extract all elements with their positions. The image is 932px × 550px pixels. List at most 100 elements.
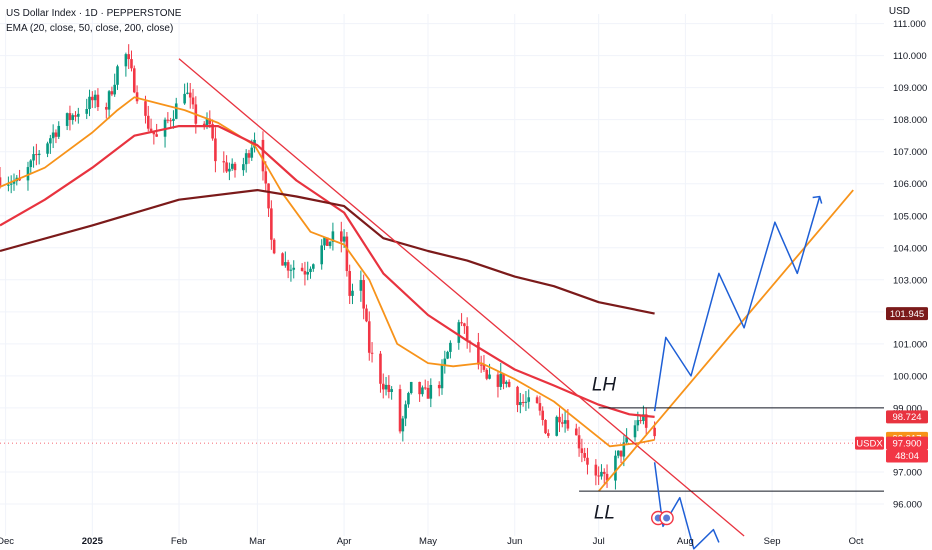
candle-body (12, 181, 16, 184)
candle-body (379, 353, 382, 384)
price-tag-label: 98.724 (892, 412, 921, 423)
candle-body (600, 471, 603, 477)
candle-body (348, 271, 351, 296)
candle-body (387, 384, 391, 393)
symbol-tag (855, 436, 884, 450)
candle-body (370, 352, 374, 354)
candle-body (306, 272, 310, 275)
candle-body (188, 92, 192, 98)
candle-body (331, 231, 335, 242)
y-tick-label: 110.000 (893, 51, 927, 62)
candle-body (96, 94, 100, 108)
candle-body (423, 387, 427, 389)
candle-body (421, 387, 424, 395)
candle-body (365, 308, 368, 322)
candlesticks (0, 44, 656, 490)
candle-body (222, 161, 226, 163)
candle-body (409, 381, 413, 394)
candle-body (616, 450, 620, 456)
x-tick-label: 2025 (82, 536, 104, 547)
y-tick-label: 105.000 (893, 211, 927, 222)
candle-body (527, 397, 531, 402)
candle-body (247, 153, 251, 158)
candle-body (312, 264, 315, 269)
candle-body (633, 425, 637, 438)
candle-body (57, 125, 61, 137)
candle-body (233, 163, 237, 171)
price-tag-label: 97.900 (892, 438, 921, 449)
x-tick-label: Jul (593, 536, 605, 547)
candle-body (7, 184, 10, 186)
candle-body (135, 92, 139, 102)
candle-body (155, 134, 158, 137)
candle-body (594, 464, 598, 476)
candle-body (566, 420, 570, 429)
candle-body (146, 115, 150, 129)
candle-body (538, 403, 542, 411)
lower-high-label: LH (592, 374, 617, 395)
candle-body (49, 138, 52, 144)
x-tick-label: Feb (171, 536, 187, 547)
candle-body (152, 131, 156, 135)
drawings (0, 58, 884, 550)
candle-body (460, 322, 463, 324)
candle-body (622, 442, 626, 457)
candle-body (309, 268, 312, 273)
downtrend-line (178, 58, 745, 537)
candle-body (37, 153, 41, 156)
candle-body (339, 231, 343, 242)
x-tick-label: Sep (764, 536, 781, 547)
price-tag-label: 48:04 (895, 451, 919, 462)
candle-body (292, 267, 296, 270)
candle-body (602, 471, 606, 474)
candle-body (367, 321, 371, 353)
candle-body (465, 326, 469, 342)
x-tick-label: Aug (677, 536, 694, 547)
candle-body (85, 109, 89, 114)
candle-body (261, 139, 265, 172)
y-tick-label: 106.000 (893, 179, 927, 190)
candle-body (54, 132, 58, 137)
candle-body (605, 473, 609, 481)
candle-body (9, 183, 13, 185)
candle-body (535, 397, 539, 404)
price-tag (886, 449, 928, 463)
candle-body (426, 387, 430, 399)
candle-body (418, 381, 421, 395)
candle-body (541, 410, 545, 420)
candle-body (390, 389, 393, 393)
ema-20-line (0, 96, 655, 448)
candle-body (303, 270, 307, 275)
candle-body (642, 414, 645, 421)
x-tick-label: Oct (849, 536, 864, 547)
candle-body (300, 267, 304, 271)
ema-50-line (0, 124, 655, 418)
y-tick-label: 103.000 (893, 275, 927, 286)
flag-icon (663, 514, 671, 522)
annotations: LH LL (592, 374, 674, 526)
candle-body (625, 437, 628, 443)
lower-low-label: LL (594, 502, 615, 523)
candle-body (107, 91, 111, 110)
candle-body (580, 448, 584, 454)
candle-body (544, 419, 547, 434)
candle-body (574, 428, 578, 436)
candle-body (244, 153, 248, 165)
price-tag-label: 101.945 (890, 309, 924, 320)
candle-body (345, 236, 349, 272)
candle-body (644, 414, 648, 428)
candle-body (429, 384, 433, 399)
candle-body (172, 118, 175, 121)
candle-body (381, 383, 385, 390)
currency-label[interactable]: USD (888, 6, 910, 17)
indicator-label[interactable]: EMA (20, close, 50, close, 200, close) (6, 23, 174, 34)
ema-lines (0, 96, 655, 448)
y-tick-label: 99.000 (893, 403, 922, 414)
candle-body (51, 132, 55, 139)
axes: 96.00097.00098.00099.000100.000101.00010… (0, 19, 927, 547)
candle-body (88, 96, 91, 110)
candle-body (479, 364, 483, 366)
y-tick-label: 104.000 (893, 243, 927, 254)
chart-title: US Dollar Index · 1D · PEPPERSTONE (6, 8, 182, 19)
